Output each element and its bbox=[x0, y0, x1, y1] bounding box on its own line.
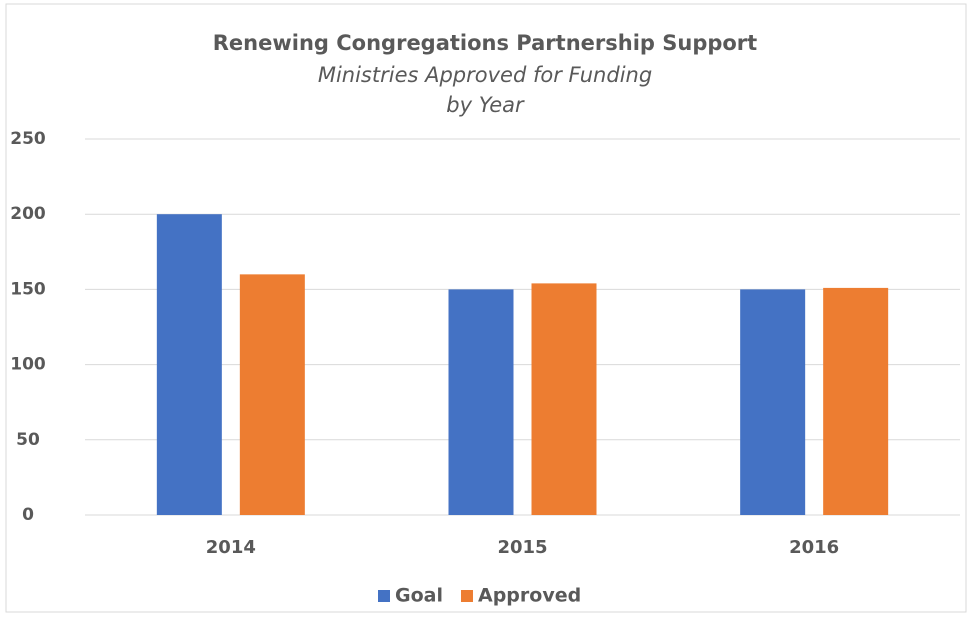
legend-swatch bbox=[378, 590, 390, 602]
y-tick-label: 150 bbox=[10, 279, 46, 299]
legend-swatch bbox=[460, 590, 473, 602]
y-tick-label: 200 bbox=[10, 204, 46, 224]
bar bbox=[740, 289, 806, 515]
bar bbox=[823, 287, 889, 515]
chart-subtitle: by Year bbox=[446, 93, 525, 117]
chart-subtitle: Ministries Approved for Funding bbox=[318, 63, 652, 87]
y-tick-label: 50 bbox=[16, 430, 40, 450]
x-tick-label: 2015 bbox=[497, 537, 547, 558]
x-tick-label: 2014 bbox=[206, 537, 256, 558]
bar bbox=[156, 214, 222, 515]
y-tick-label: 100 bbox=[10, 355, 46, 375]
bar bbox=[448, 289, 514, 515]
chart-title: Renewing Congregations Partnership Suppo… bbox=[213, 31, 757, 55]
bar bbox=[531, 283, 597, 515]
x-tick-label: 2016 bbox=[789, 537, 839, 558]
legend-label: Goal bbox=[395, 585, 443, 607]
legend-label: Approved bbox=[478, 585, 581, 607]
bar bbox=[239, 274, 305, 515]
y-tick-label: 250 bbox=[10, 129, 46, 149]
y-tick-label: 0 bbox=[22, 505, 34, 525]
